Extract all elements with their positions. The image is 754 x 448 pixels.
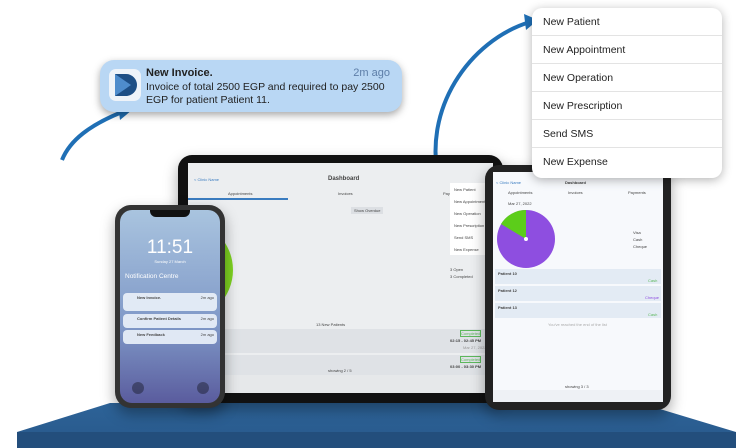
tablet-landscape: < Clinic Name Dashboard Appointments Inv… — [178, 155, 503, 403]
notification-body: Invoice of total 2500 EGP and required t… — [146, 81, 385, 106]
menu-send-sms[interactable]: Send SMS — [454, 235, 474, 240]
lock-date: Sunday 27 March — [154, 259, 186, 264]
row-date: Mar 27, 2022 — [463, 345, 487, 350]
menu-new-prescription[interactable]: New Prescription — [532, 92, 722, 120]
legend-open: 3 Open — [450, 267, 464, 272]
show-overdue-button[interactable]: Show Overdue — [351, 207, 384, 214]
legend-cash: Cash — [633, 237, 643, 242]
menu-send-sms[interactable]: Send SMS — [532, 120, 722, 148]
menu-new-appointment[interactable]: New Appointment — [532, 36, 722, 64]
quick-add-menu: New Patient New Appointment New Operatio… — [532, 8, 722, 178]
appointment-row[interactable] — [188, 329, 493, 353]
row-time: 03:00 - 03:30 PM — [450, 364, 482, 369]
showing-count: showing 3 / 3 — [565, 384, 589, 389]
patient-name: Patient 12 — [498, 288, 517, 293]
end-of-list: You've reached the end of the list — [548, 322, 607, 327]
tab-invoices[interactable]: Invoices — [338, 191, 353, 196]
menu-new-operation[interactable]: New Operation — [532, 64, 722, 92]
back-link[interactable]: < Clinic Name — [194, 177, 220, 182]
showing-count: showing 2 / 5 — [328, 368, 352, 373]
flashlight-icon[interactable] — [132, 382, 144, 394]
back-link[interactable]: < Clinic Name — [496, 180, 522, 185]
dashboard-title: Dashboard — [565, 180, 586, 185]
tab-bar — [188, 375, 493, 393]
method-badge: Cash — [648, 278, 658, 283]
patient-name: Patient 10 — [498, 271, 517, 276]
menu-new-expense[interactable]: New Expense — [454, 247, 479, 252]
status-badge: Completed — [460, 356, 482, 363]
dashboard-title: Dashboard — [328, 176, 360, 182]
lock-time: 11:51 — [146, 237, 194, 258]
method-badge: Cheque — [645, 295, 660, 300]
payment-row[interactable] — [495, 303, 661, 318]
notification-title: New Invoice. — [146, 67, 213, 79]
phone: 11:51 Sunday 27 March Notification Centr… — [115, 205, 225, 408]
row-time: 02:15 - 02:45 PM — [450, 338, 482, 343]
notification-time: 2m ago — [353, 67, 390, 79]
tab-appointments[interactable]: Appointments — [228, 191, 253, 196]
payment-row[interactable] — [495, 286, 661, 301]
new-patients: 13 New Patients — [316, 322, 346, 327]
arrow-to-notification — [60, 110, 123, 161]
tablet-portrait: < Clinic Name Dashboard Appointments Inv… — [485, 165, 671, 410]
phone-notification[interactable]: New Feedback 2m ago — [123, 330, 217, 344]
payment-row[interactable] — [495, 269, 661, 284]
camera-icon[interactable] — [197, 382, 209, 394]
patient-name: Patient 13 — [498, 305, 517, 310]
menu-new-expense[interactable]: New Expense — [543, 156, 608, 168]
tab-invoices[interactable]: Invoices — [568, 190, 583, 195]
notification-centre: Notification Centre — [125, 273, 179, 280]
legend-visa: Visa — [633, 230, 641, 235]
app-logo-icon — [109, 69, 141, 101]
phone-notification[interactable]: New Invoice. 2m ago — [123, 293, 217, 311]
invoice-notification[interactable]: New Invoice. 2m ago Invoice of total 250… — [100, 60, 402, 112]
tab-bar — [493, 390, 663, 402]
menu-new-patient[interactable]: New Patient — [532, 8, 722, 36]
appointment-row[interactable] — [188, 355, 493, 375]
tab-payments[interactable]: Payments — [628, 190, 646, 195]
date-picker[interactable]: Mar 27, 2022 — [508, 201, 532, 206]
status-badge: Completed — [460, 330, 482, 337]
menu-new-prescription[interactable]: New Prescription — [454, 223, 485, 228]
menu-new-operation[interactable]: New Operation — [454, 211, 481, 216]
menu-new-patient[interactable]: New Patient — [454, 187, 476, 192]
legend-cheque: Cheque — [633, 244, 648, 249]
phone-notification[interactable]: Confirm Patient Details 2m ago — [123, 314, 217, 328]
tab-appointments[interactable]: Appointments — [508, 190, 533, 195]
payments-pie — [497, 209, 555, 268]
method-badge: Cash — [648, 312, 658, 317]
menu-new-appointment[interactable]: New Appointment — [454, 199, 486, 204]
legend-completed: 3 Completed — [450, 274, 473, 279]
